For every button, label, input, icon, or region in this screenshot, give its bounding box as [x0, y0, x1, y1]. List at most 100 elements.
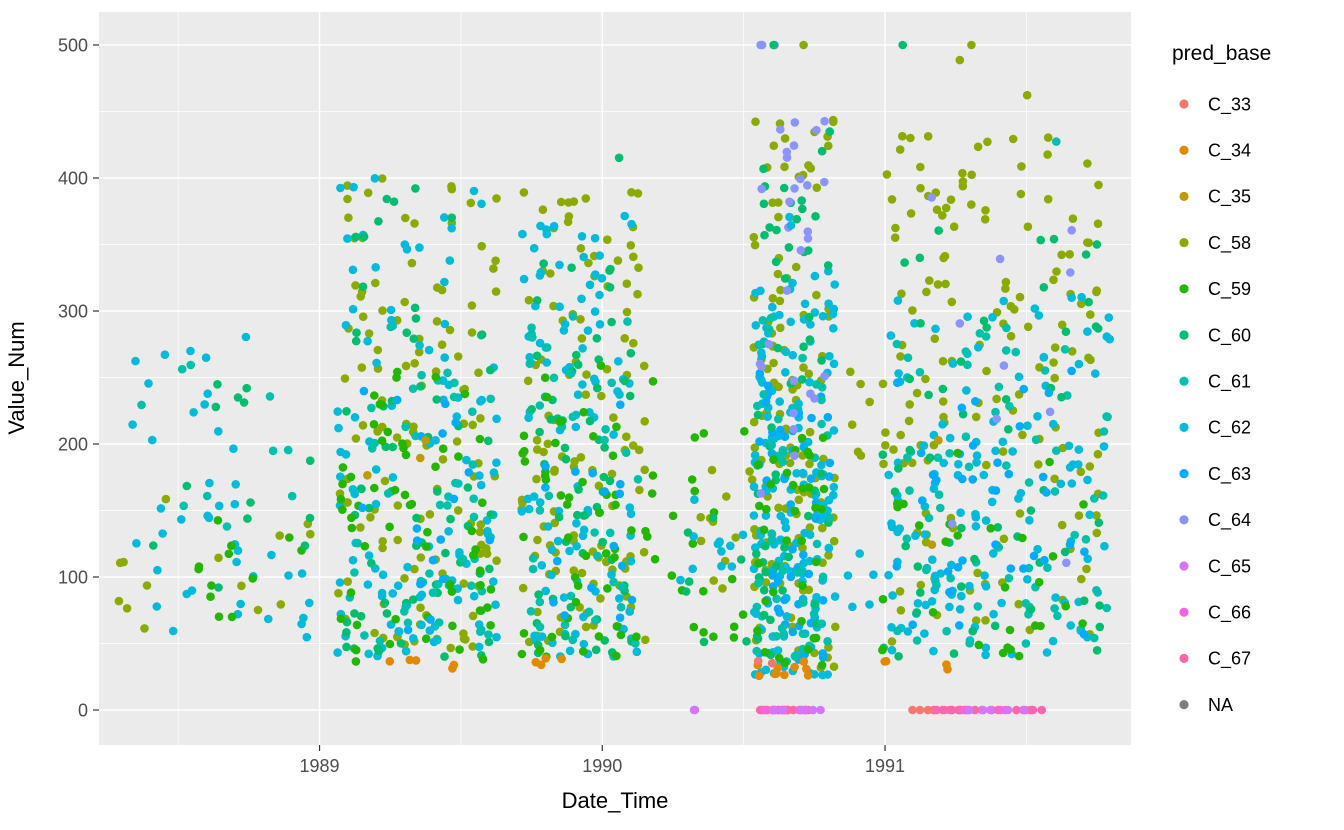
scatter-point [1100, 541, 1109, 551]
scatter-point [1030, 304, 1040, 313]
scatter-point [1092, 287, 1101, 297]
scatter-point [782, 147, 792, 157]
scatter-point [222, 522, 232, 531]
scatter-point [578, 647, 588, 656]
scatter-point [752, 646, 761, 656]
scatter-point [447, 213, 457, 222]
scatter-point [382, 609, 392, 618]
scatter-point [1057, 320, 1067, 330]
scatter-point [535, 498, 545, 507]
scatter-point [616, 400, 625, 410]
scatter-point [555, 302, 564, 312]
scatter-point [227, 612, 237, 622]
scatter-point [576, 315, 585, 324]
scatter-point [1022, 90, 1032, 100]
scatter-point [489, 468, 499, 477]
scatter-point [773, 269, 783, 279]
scatter-point [818, 596, 828, 605]
scatter-point [942, 660, 951, 669]
x-axis-title: Date_Time [562, 788, 669, 813]
scatter-point [615, 390, 624, 399]
scatter-point [938, 384, 948, 394]
legend-label-C_60: C_60 [1208, 325, 1251, 346]
series-C_64 [755, 118, 829, 498]
scatter-point [523, 376, 533, 386]
scatter-point [762, 504, 771, 514]
scatter-point [451, 478, 460, 488]
scatter-point [347, 513, 356, 523]
scatter-point [634, 445, 644, 455]
scatter-point [477, 330, 487, 339]
scatter-point [333, 648, 342, 657]
scatter-point [817, 146, 827, 156]
scatter-point [342, 407, 351, 416]
scatter-point [808, 705, 818, 715]
scatter-point [765, 223, 774, 232]
scatter-point [253, 605, 263, 615]
scatter-point [612, 622, 622, 631]
scatter-point [342, 642, 351, 652]
scatter-point [965, 639, 974, 648]
scatter-point [468, 611, 478, 621]
series-C_64 [820, 116, 829, 126]
scatter-point [549, 598, 558, 607]
scatter-point [346, 472, 356, 482]
scatter-point [639, 361, 649, 371]
scatter-point [825, 458, 835, 468]
scatter-point [829, 482, 839, 492]
scatter-point [1023, 575, 1032, 584]
scatter-point [820, 372, 829, 381]
scatter-point [953, 448, 962, 458]
scatter-point [1040, 366, 1050, 375]
scatter-point [1060, 547, 1070, 557]
y-tick-label: 400 [58, 168, 88, 188]
scatter-point [1065, 463, 1075, 472]
scatter-point [933, 280, 943, 289]
scatter-point [631, 639, 640, 648]
scatter-point [1065, 540, 1075, 549]
scatter-point [810, 394, 819, 403]
scatter-point [401, 213, 410, 223]
scatter-point [305, 513, 315, 523]
scatter-point [989, 609, 998, 619]
scatter-point [605, 266, 614, 275]
scatter-point [582, 370, 591, 379]
scatter-point [968, 475, 977, 484]
scatter-point [754, 340, 764, 350]
scatter-point [458, 554, 468, 564]
scatter-point [576, 244, 586, 253]
scatter-point [894, 369, 903, 378]
scatter-point [830, 592, 840, 601]
scatter-point [343, 194, 352, 204]
scatter-point [809, 633, 819, 643]
scatter-point [766, 313, 776, 323]
scatter-point [537, 632, 547, 641]
scatter-point [1050, 604, 1059, 613]
scatter-point [609, 413, 618, 422]
scatter-point [438, 429, 447, 438]
scatter-point [805, 427, 815, 437]
scatter-point [492, 458, 501, 468]
scatter-point [626, 556, 636, 566]
scatter-point [553, 536, 563, 546]
scatter-point [370, 174, 380, 183]
scatter-point [577, 568, 587, 578]
scatter-point [265, 392, 275, 401]
scatter-point [825, 127, 834, 136]
scatter-point [137, 400, 146, 410]
scatter-point [572, 350, 581, 360]
scatter-point [757, 362, 766, 371]
scatter-point [555, 417, 565, 427]
scatter-point [1084, 297, 1093, 307]
scatter-point [351, 657, 361, 666]
scatter-point [764, 339, 774, 349]
scatter-point [810, 271, 820, 281]
scatter-point [1050, 474, 1059, 484]
scatter-point [794, 495, 804, 505]
scatter-point [853, 447, 863, 457]
scatter-point [955, 621, 964, 630]
scatter-point [731, 533, 740, 542]
scatter-point [824, 551, 833, 560]
scatter-point [774, 414, 783, 424]
scatter-point [571, 597, 581, 607]
